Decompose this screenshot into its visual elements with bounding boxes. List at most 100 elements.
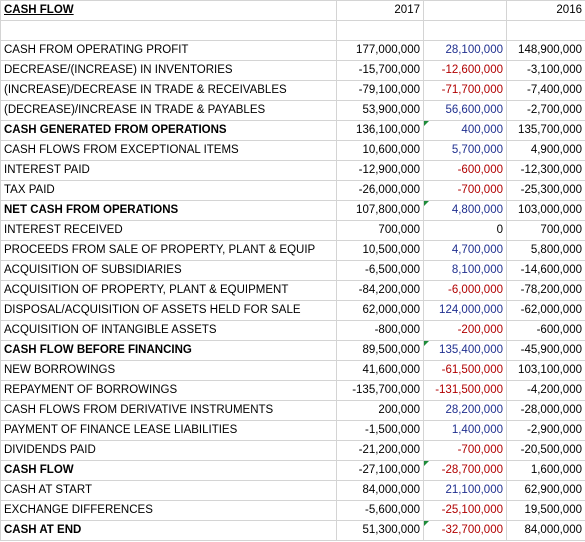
value-change[interactable]: 56,600,000 bbox=[423, 100, 507, 121]
value-2017[interactable]: -135,700,000 bbox=[336, 380, 424, 401]
column-header-2016[interactable]: 2016 bbox=[506, 0, 585, 21]
value-2016[interactable]: 62,900,000 bbox=[506, 480, 585, 501]
value-change[interactable]: 400,000 bbox=[423, 120, 507, 141]
value-change[interactable]: 4,700,000 bbox=[423, 240, 507, 261]
value-2016[interactable]: -4,200,000 bbox=[506, 380, 585, 401]
value-change[interactable]: 124,000,000 bbox=[423, 300, 507, 321]
value-2016[interactable]: -12,300,000 bbox=[506, 160, 585, 181]
value-change[interactable]: 21,100,000 bbox=[423, 480, 507, 501]
row-label[interactable]: CASH FLOW BEFORE FINANCING bbox=[0, 340, 337, 361]
row-label[interactable]: NEW BORROWINGS bbox=[0, 360, 337, 381]
value-2016[interactable]: -3,100,000 bbox=[506, 60, 585, 81]
row-label[interactable]: ACQUISITION OF SUBSIDIARIES bbox=[0, 260, 337, 281]
value-2017[interactable]: -27,100,000 bbox=[336, 460, 424, 481]
value-2016[interactable]: -28,000,000 bbox=[506, 400, 585, 421]
value-2017[interactable]: -6,500,000 bbox=[336, 260, 424, 281]
value-change[interactable]: 0 bbox=[423, 220, 507, 241]
row-label[interactable]: PAYMENT OF FINANCE LEASE LIABILITIES bbox=[0, 420, 337, 441]
row-label[interactable]: DISPOSAL/ACQUISITION OF ASSETS HELD FOR … bbox=[0, 300, 337, 321]
value-change[interactable]: 1,400,000 bbox=[423, 420, 507, 441]
value-2017[interactable]: -15,700,000 bbox=[336, 60, 424, 81]
value-2017[interactable]: 51,300,000 bbox=[336, 520, 424, 541]
row-label[interactable]: DECREASE/(INCREASE) IN INVENTORIES bbox=[0, 60, 337, 81]
value-2016[interactable]: -78,200,000 bbox=[506, 280, 585, 301]
value-2016[interactable]: 700,000 bbox=[506, 220, 585, 241]
value-change[interactable]: -28,700,000 bbox=[423, 460, 507, 481]
column-header-change[interactable] bbox=[423, 0, 507, 21]
value-2016[interactable]: -600,000 bbox=[506, 320, 585, 341]
row-label[interactable]: DIVIDENDS PAID bbox=[0, 440, 337, 461]
value-2016[interactable]: -2,700,000 bbox=[506, 100, 585, 121]
row-label[interactable]: CASH AT END bbox=[0, 520, 337, 541]
value-2016[interactable]: 1,600,000 bbox=[506, 460, 585, 481]
value-2016[interactable]: -25,300,000 bbox=[506, 180, 585, 201]
table-title[interactable]: CASH FLOW bbox=[0, 0, 337, 21]
value-2017[interactable]: 700,000 bbox=[336, 220, 424, 241]
row-label[interactable]: REPAYMENT OF BORROWINGS bbox=[0, 380, 337, 401]
value-2017[interactable]: -12,900,000 bbox=[336, 160, 424, 181]
empty-cell[interactable] bbox=[506, 20, 585, 41]
value-2017[interactable]: 10,600,000 bbox=[336, 140, 424, 161]
value-2016[interactable]: 84,000,000 bbox=[506, 520, 585, 541]
value-2017[interactable]: 53,900,000 bbox=[336, 100, 424, 121]
value-change[interactable]: -600,000 bbox=[423, 160, 507, 181]
row-label[interactable]: CASH AT START bbox=[0, 480, 337, 501]
value-2017[interactable]: 177,000,000 bbox=[336, 40, 424, 61]
row-label[interactable]: CASH FLOW bbox=[0, 460, 337, 481]
empty-cell[interactable] bbox=[423, 20, 507, 41]
row-label[interactable]: INTEREST PAID bbox=[0, 160, 337, 181]
value-2016[interactable]: -2,900,000 bbox=[506, 420, 585, 441]
row-label[interactable]: (INCREASE)/DECREASE IN TRADE & RECEIVABL… bbox=[0, 80, 337, 101]
value-2016[interactable]: -14,600,000 bbox=[506, 260, 585, 281]
value-2017[interactable]: -800,000 bbox=[336, 320, 424, 341]
column-header-2017[interactable]: 2017 bbox=[336, 0, 424, 21]
value-2017[interactable]: -21,200,000 bbox=[336, 440, 424, 461]
value-change[interactable]: 5,700,000 bbox=[423, 140, 507, 161]
value-2016[interactable]: 148,900,000 bbox=[506, 40, 585, 61]
value-2017[interactable]: 107,800,000 bbox=[336, 200, 424, 221]
value-change[interactable]: -700,000 bbox=[423, 440, 507, 461]
value-change[interactable]: -12,600,000 bbox=[423, 60, 507, 81]
value-2016[interactable]: 4,900,000 bbox=[506, 140, 585, 161]
value-2016[interactable]: 5,800,000 bbox=[506, 240, 585, 261]
value-change[interactable]: -71,700,000 bbox=[423, 80, 507, 101]
value-2017[interactable]: 10,500,000 bbox=[336, 240, 424, 261]
value-2016[interactable]: -20,500,000 bbox=[506, 440, 585, 461]
row-label[interactable]: ACQUISITION OF INTANGIBLE ASSETS bbox=[0, 320, 337, 341]
row-label[interactable]: NET CASH FROM OPERATIONS bbox=[0, 200, 337, 221]
row-label[interactable]: PROCEEDS FROM SALE OF PROPERTY, PLANT & … bbox=[0, 240, 337, 261]
value-2017[interactable]: 41,600,000 bbox=[336, 360, 424, 381]
value-change[interactable]: 4,800,000 bbox=[423, 200, 507, 221]
value-change[interactable]: -32,700,000 bbox=[423, 520, 507, 541]
value-change[interactable]: 8,100,000 bbox=[423, 260, 507, 281]
value-2017[interactable]: -79,100,000 bbox=[336, 80, 424, 101]
value-2016[interactable]: -7,400,000 bbox=[506, 80, 585, 101]
value-2017[interactable]: 84,000,000 bbox=[336, 480, 424, 501]
value-2017[interactable]: -5,600,000 bbox=[336, 500, 424, 521]
value-change[interactable]: 28,200,000 bbox=[423, 400, 507, 421]
row-label[interactable]: CASH FLOWS FROM DERIVATIVE INSTRUMENTS bbox=[0, 400, 337, 421]
value-2016[interactable]: 19,500,000 bbox=[506, 500, 585, 521]
value-change[interactable]: -131,500,000 bbox=[423, 380, 507, 401]
row-label[interactable]: CASH FLOWS FROM EXCEPTIONAL ITEMS bbox=[0, 140, 337, 161]
value-2017[interactable]: 89,500,000 bbox=[336, 340, 424, 361]
value-2017[interactable]: 136,100,000 bbox=[336, 120, 424, 141]
value-2017[interactable]: 62,000,000 bbox=[336, 300, 424, 321]
row-label[interactable]: CASH GENERATED FROM OPERATIONS bbox=[0, 120, 337, 141]
value-2016[interactable]: 135,700,000 bbox=[506, 120, 585, 141]
row-label[interactable]: ACQUISITION OF PROPERTY, PLANT & EQUIPME… bbox=[0, 280, 337, 301]
row-label[interactable]: INTEREST RECEIVED bbox=[0, 220, 337, 241]
value-change[interactable]: -61,500,000 bbox=[423, 360, 507, 381]
value-change[interactable]: 28,100,000 bbox=[423, 40, 507, 61]
value-change[interactable]: 135,400,000 bbox=[423, 340, 507, 361]
row-label[interactable]: (DECREASE)/INCREASE IN TRADE & PAYABLES bbox=[0, 100, 337, 121]
value-change[interactable]: -700,000 bbox=[423, 180, 507, 201]
value-2016[interactable]: 103,100,000 bbox=[506, 360, 585, 381]
value-change[interactable]: -6,000,000 bbox=[423, 280, 507, 301]
value-2016[interactable]: -62,000,000 bbox=[506, 300, 585, 321]
value-change[interactable]: -200,000 bbox=[423, 320, 507, 341]
row-label[interactable]: CASH FROM OPERATING PROFIT bbox=[0, 40, 337, 61]
empty-cell[interactable] bbox=[0, 20, 337, 41]
row-label[interactable]: EXCHANGE DIFFERENCES bbox=[0, 500, 337, 521]
empty-cell[interactable] bbox=[336, 20, 424, 41]
